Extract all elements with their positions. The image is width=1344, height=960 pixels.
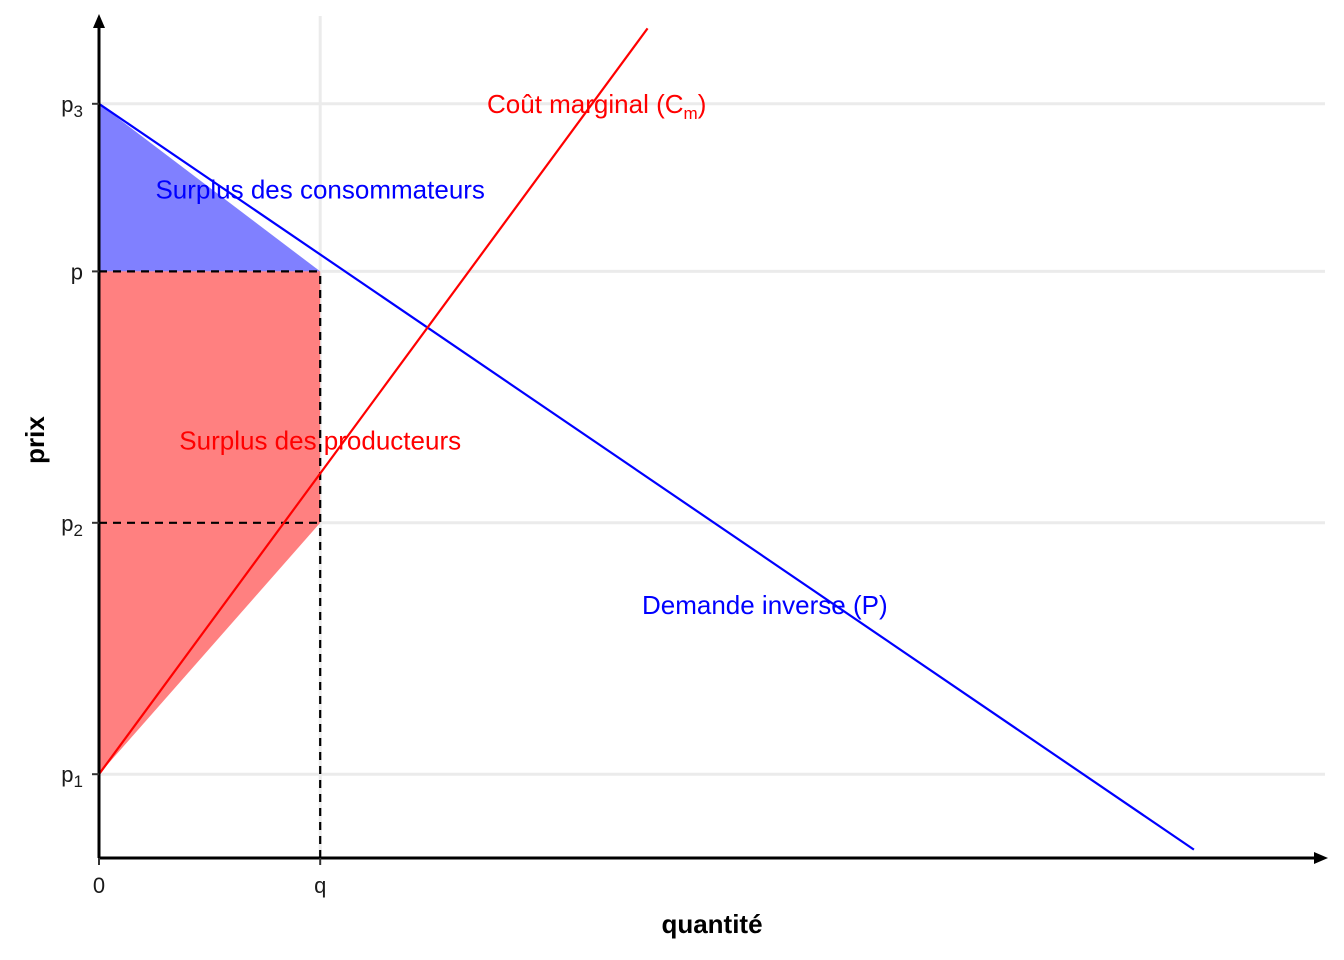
ytick-label-p: p — [71, 259, 83, 284]
tick-layer: p1 p2 p p3 0 q — [61, 92, 326, 898]
series-demande-inverse-p — [98, 102, 1195, 851]
ytick-label-p1: p1 — [61, 762, 83, 791]
ytick-label-p2: p2 — [61, 511, 83, 540]
x-axis-title: quantité — [661, 909, 762, 939]
annotation-layer: Surplus des consommateurs Surplus des pro… — [155, 89, 887, 620]
ytick-label-p3: p3 — [61, 92, 83, 121]
y-axis-arrow — [93, 14, 105, 28]
y-axis-title: prix — [20, 416, 50, 464]
annotation-cout-marginal-c: Coût marginal (Cm) — [487, 89, 706, 123]
axis-layer — [93, 14, 1328, 864]
series-cout-marginal-cm — [98, 27, 649, 775]
series-layer — [98, 27, 1195, 851]
annotation-surplus-des-consommateurs: Surplus des consommateurs — [155, 174, 484, 204]
annotation-surplus-des-producteurs: Surplus des producteurs — [179, 426, 461, 456]
xtick-label-q: q — [314, 873, 326, 898]
area-layer — [99, 103, 321, 775]
area-surplus-des-consommateurs — [99, 103, 321, 272]
xtick-label-0: 0 — [93, 873, 105, 898]
area-surplus-des-producteurs — [99, 271, 321, 775]
x-axis-arrow — [1314, 852, 1328, 864]
annotation-demande-inverse-p: Demande inverse (P) — [642, 590, 888, 620]
